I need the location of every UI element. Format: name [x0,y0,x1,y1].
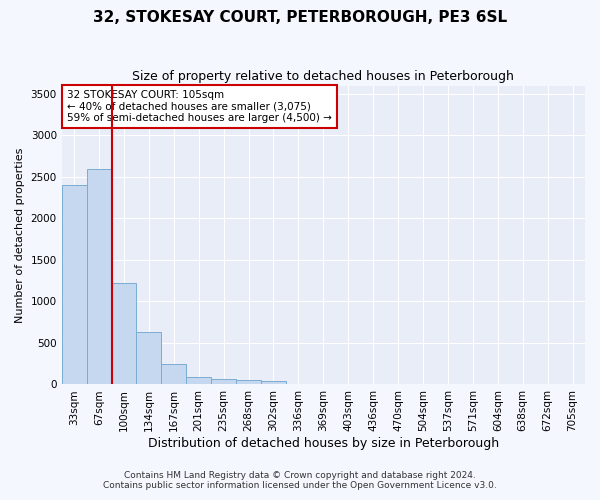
X-axis label: Distribution of detached houses by size in Peterborough: Distribution of detached houses by size … [148,437,499,450]
Bar [112,283,136,384]
Bar [136,332,161,384]
Text: 32, STOKESAY COURT, PETERBOROUGH, PE3 6SL: 32, STOKESAY COURT, PETERBOROUGH, PE3 6S… [93,10,507,25]
Bar [86,168,112,384]
Bar [211,379,236,384]
Bar [236,380,261,384]
Y-axis label: Number of detached properties: Number of detached properties [15,148,25,322]
Bar [62,185,86,384]
Text: 32 STOKESAY COURT: 105sqm
← 40% of detached houses are smaller (3,075)
59% of se: 32 STOKESAY COURT: 105sqm ← 40% of detac… [67,90,332,123]
Bar [161,364,186,384]
Bar [186,377,211,384]
Bar [261,381,286,384]
Title: Size of property relative to detached houses in Peterborough: Size of property relative to detached ho… [133,70,514,83]
Text: Contains HM Land Registry data © Crown copyright and database right 2024.
Contai: Contains HM Land Registry data © Crown c… [103,470,497,490]
